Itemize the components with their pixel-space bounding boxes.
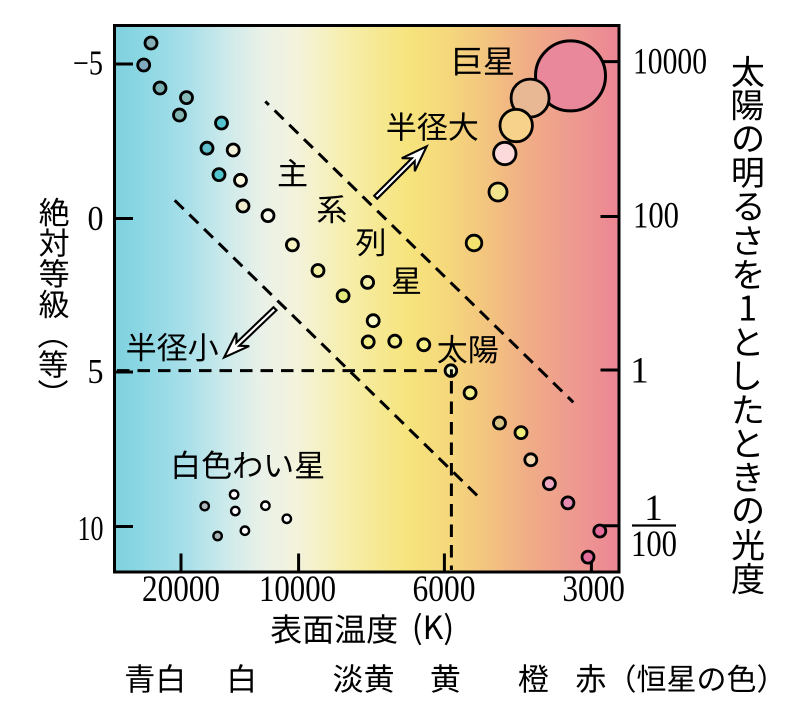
svg-text:10: 10 [78, 510, 104, 548]
svg-text:6000: 6000 [413, 569, 476, 610]
svg-text:10000: 10000 [259, 569, 336, 610]
svg-text:3000: 3000 [562, 569, 625, 610]
svg-text:1: 1 [630, 351, 649, 392]
svg-text:100: 100 [633, 196, 679, 237]
svg-text:1: 1 [644, 488, 663, 529]
svg-text:100: 100 [631, 524, 677, 565]
svg-text:10000: 10000 [633, 42, 707, 83]
svg-text:−5: −5 [73, 45, 103, 83]
svg-text:5: 5 [88, 353, 104, 391]
svg-text:20000: 20000 [142, 569, 220, 610]
svg-text:0: 0 [88, 200, 104, 238]
